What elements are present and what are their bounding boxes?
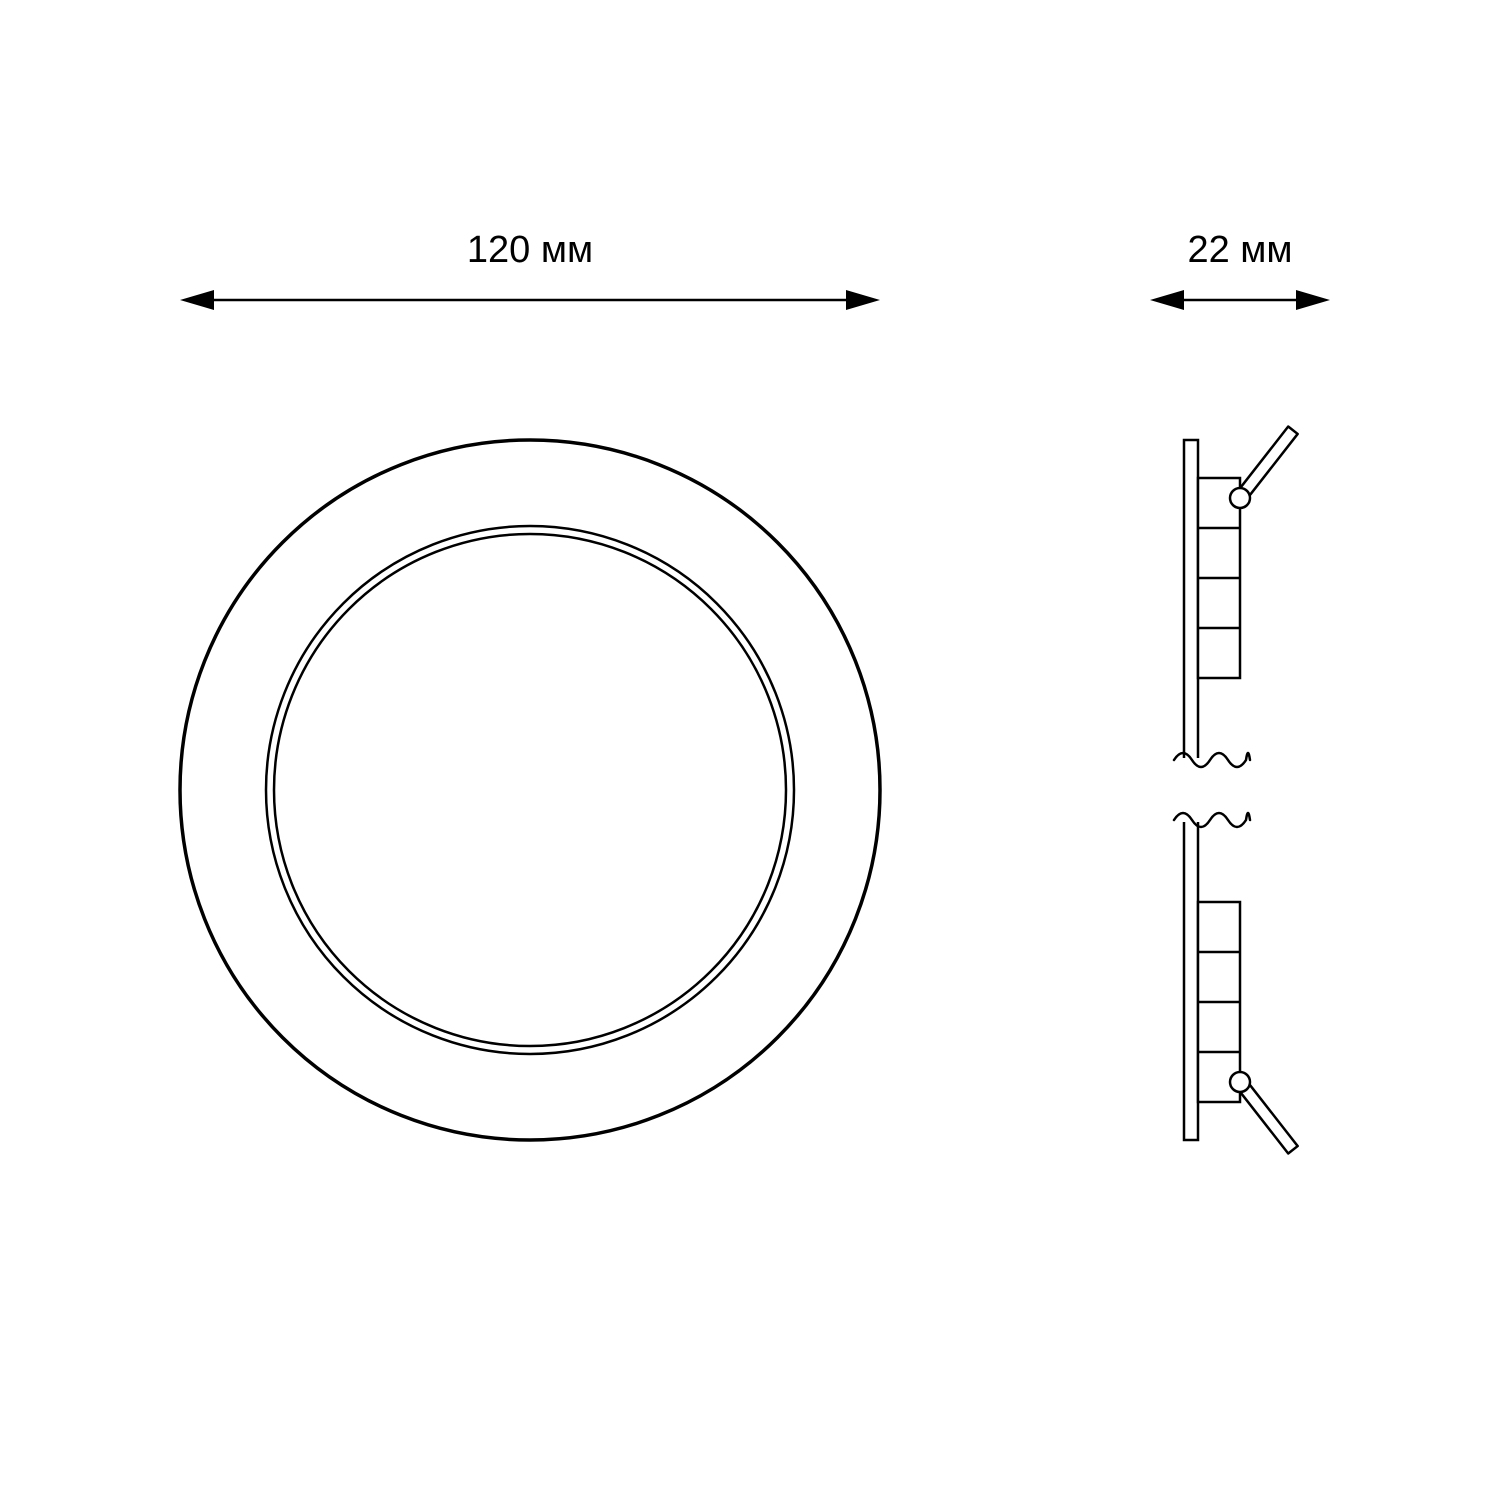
spring-clip-top bbox=[1230, 427, 1298, 508]
front-view: 120 мм bbox=[180, 229, 880, 1140]
depth-dimension bbox=[1150, 290, 1330, 310]
spring-clip-bottom bbox=[1230, 1072, 1298, 1153]
section-break bbox=[1172, 753, 1252, 827]
diameter-dimension bbox=[180, 290, 880, 310]
outer-rim bbox=[180, 440, 880, 1140]
side-view: 22 мм bbox=[1150, 229, 1330, 1153]
depth-label: 22 мм bbox=[1187, 229, 1292, 271]
diameter-label: 120 мм bbox=[467, 229, 593, 271]
